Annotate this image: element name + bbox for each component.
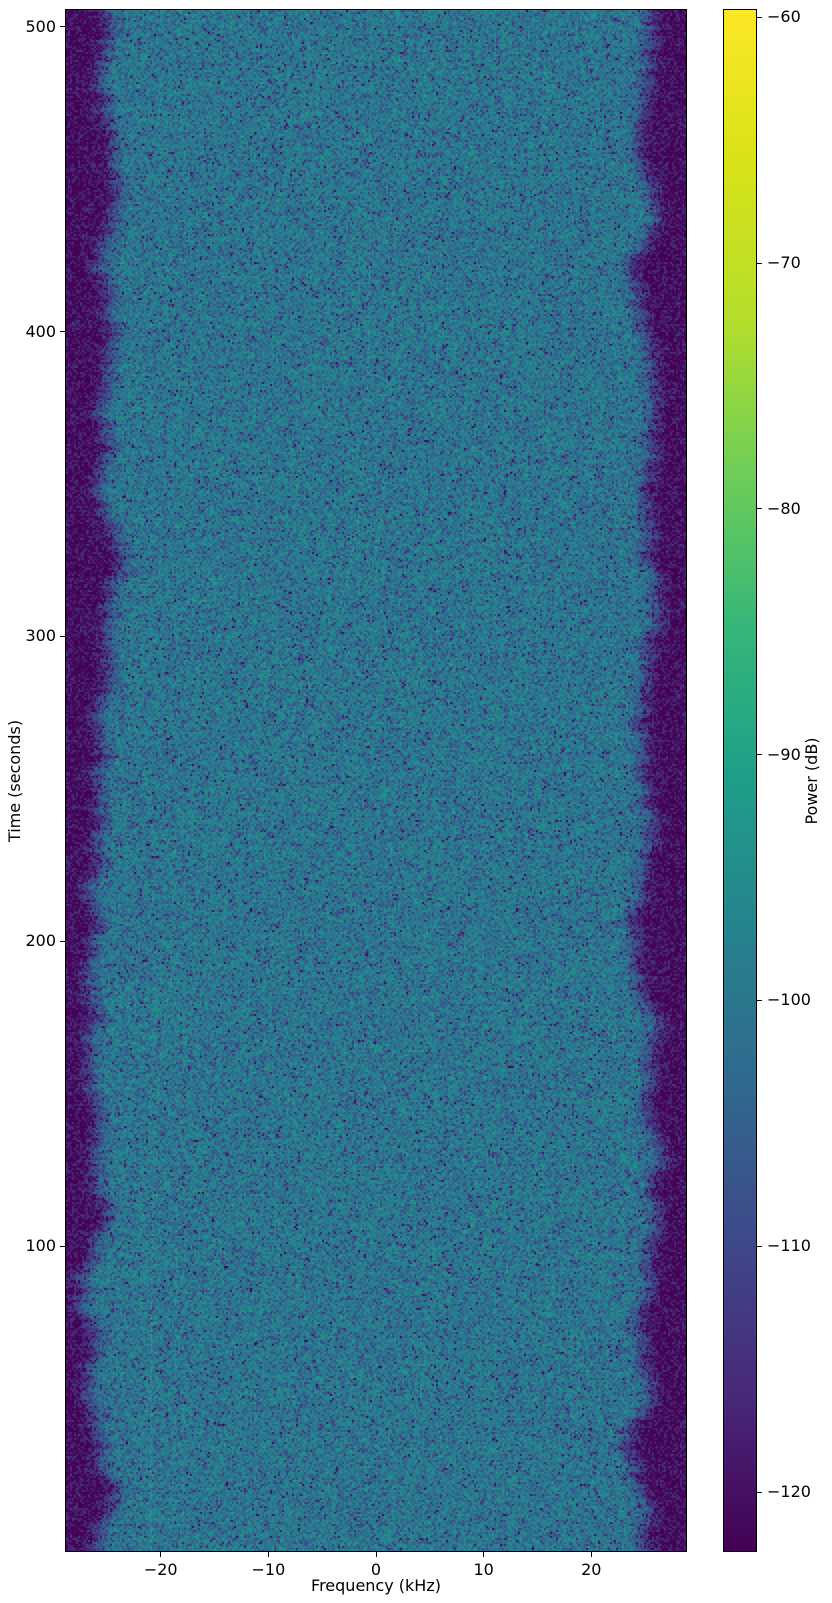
tick-mark: [60, 635, 65, 637]
tick-mark: [60, 940, 65, 942]
spectrogram-plot-area: [65, 9, 687, 1552]
tick-mark: [757, 1491, 762, 1493]
x-axis-label: Frequency (kHz): [311, 1576, 441, 1595]
colorbar-tick-label: −100: [767, 990, 811, 1010]
tick-mark: [757, 262, 762, 264]
tick-mark: [60, 1245, 65, 1247]
tick-mark: [757, 999, 762, 1001]
tick-mark: [590, 1552, 592, 1557]
tick-mark: [60, 331, 65, 333]
x-tick-label: 10: [473, 1560, 494, 1579]
tick-mark: [757, 508, 762, 510]
y-tick-label: 500: [25, 16, 56, 36]
x-tick-label: 20: [581, 1560, 602, 1579]
tick-mark: [375, 1552, 377, 1557]
y-tick-label: 300: [25, 626, 56, 646]
tick-mark: [60, 26, 65, 28]
tick-mark: [483, 1552, 485, 1557]
y-tick-label: 100: [25, 1236, 56, 1256]
tick-mark: [757, 1245, 762, 1247]
colorbar-tick-label: −60: [767, 7, 801, 27]
tick-mark: [757, 754, 762, 756]
spectrogram-image: [66, 10, 686, 1551]
colorbar-tick-label: −120: [767, 1482, 811, 1501]
x-tick-label: −10: [251, 1560, 286, 1579]
x-tick-label: −20: [143, 1560, 178, 1579]
tick-mark: [160, 1552, 162, 1557]
colorbar-tick-label: −70: [767, 253, 801, 273]
y-axis-label: Time (seconds): [5, 719, 24, 842]
colorbar: [723, 9, 757, 1552]
tick-mark: [267, 1552, 269, 1557]
tick-mark: [757, 16, 762, 18]
colorbar-tick-label: −110: [767, 1236, 811, 1256]
colorbar-tick-label: −80: [767, 498, 801, 518]
colorbar-gradient: [724, 10, 756, 1551]
y-tick-label: 400: [25, 321, 56, 341]
colorbar-label: Power (dB): [802, 736, 821, 825]
x-tick-label: 0: [370, 1560, 382, 1579]
y-tick-label: 200: [25, 931, 56, 951]
colorbar-tick-label: −90: [767, 744, 801, 764]
